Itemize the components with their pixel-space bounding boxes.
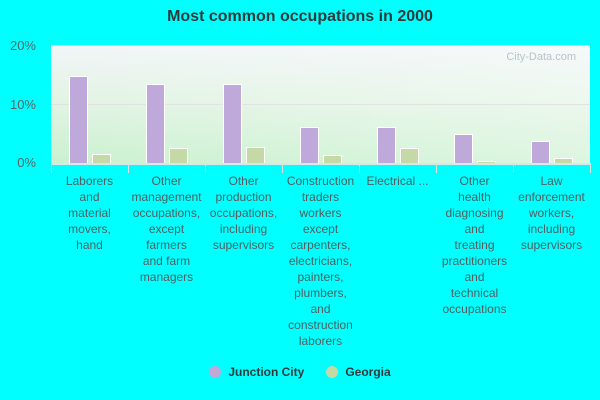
bar-junction-city[interactable]	[454, 134, 473, 163]
x-label: Electrical ...	[366, 174, 429, 188]
y-tick-10: 10%	[9, 97, 36, 112]
x-tick	[51, 163, 52, 173]
x-label: Other management occupations, except farmers…	[131, 174, 202, 284]
x-tick	[359, 163, 360, 173]
bar-junction-city[interactable]	[146, 83, 165, 163]
bar-georgia[interactable]	[246, 147, 265, 163]
chart-title: Most common occupations in 2000	[167, 8, 433, 25]
legend-label: Georgia	[345, 365, 391, 379]
x-label: Other production occupations, including supe…	[209, 174, 278, 252]
x-tick	[128, 163, 129, 173]
legend-dot-icon	[209, 366, 222, 378]
bar-junction-city[interactable]	[223, 83, 242, 163]
bar-georgia[interactable]	[400, 148, 419, 163]
bar-junction-city[interactable]	[531, 141, 550, 163]
x-tick	[513, 163, 514, 173]
watermark: City-Data.com	[506, 51, 576, 63]
bar-georgia[interactable]	[92, 154, 111, 163]
x-label: Law enforcement workers, including superviso…	[518, 174, 585, 252]
legend-item-georgia[interactable]: Georgia	[326, 365, 391, 379]
bar-georgia[interactable]	[554, 158, 573, 163]
bar-junction-city[interactable]	[69, 76, 88, 163]
x-tick	[205, 163, 206, 173]
y-tick-0: 0%	[17, 155, 36, 170]
x-axis	[51, 163, 590, 165]
legend: Junction City Georgia	[0, 365, 600, 379]
x-label: Laborers and material movers, hand	[65, 174, 114, 252]
x-tick	[436, 163, 437, 173]
legend-label: Junction City	[228, 365, 305, 379]
x-label: Other health diagnosing and treating practiti…	[441, 174, 508, 316]
bar-junction-city[interactable]	[300, 127, 319, 163]
bar-georgia[interactable]	[169, 148, 188, 163]
bar-junction-city[interactable]	[377, 127, 396, 163]
x-tick	[590, 163, 591, 173]
x-label: Construction traders workers except carpente…	[286, 174, 355, 348]
plot-area: City-Data.com	[51, 45, 590, 163]
legend-item-junction-city[interactable]: Junction City	[209, 365, 304, 379]
gridline-20	[51, 45, 590, 46]
gridline-10	[51, 104, 590, 105]
x-tick	[282, 163, 283, 173]
bar-georgia[interactable]	[323, 154, 342, 163]
bar-georgia[interactable]	[477, 161, 496, 163]
y-tick-20: 20%	[9, 38, 36, 53]
legend-dot-icon	[326, 366, 339, 378]
